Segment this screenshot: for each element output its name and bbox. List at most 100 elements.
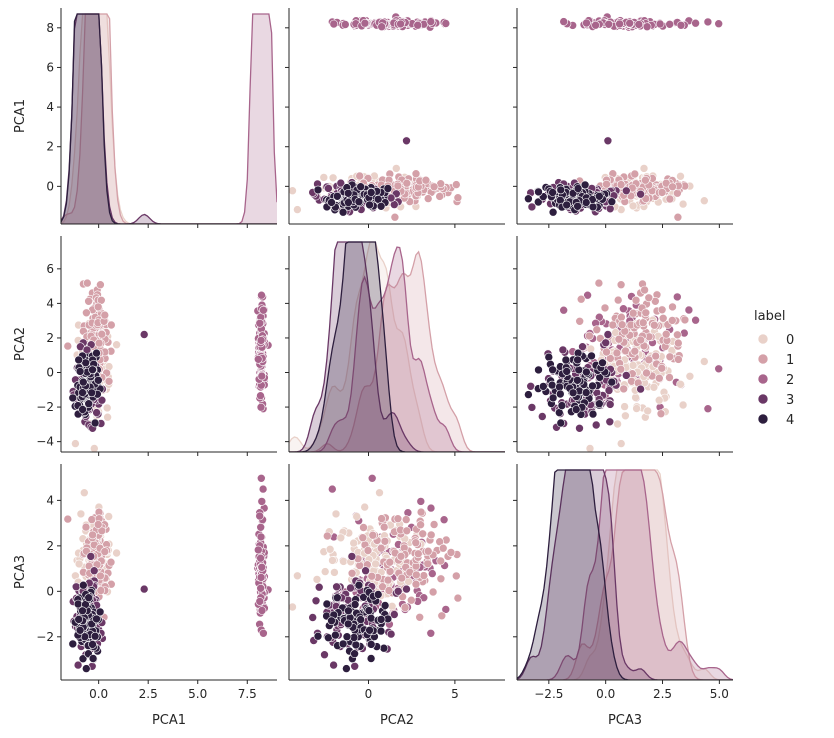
point-label-4 bbox=[332, 593, 342, 603]
point-label-1 bbox=[616, 280, 626, 290]
point-label-4 bbox=[376, 615, 386, 624]
point-label-3 bbox=[604, 386, 614, 395]
point-label-2 bbox=[259, 628, 268, 638]
point-label-1 bbox=[630, 346, 640, 356]
point-label-0 bbox=[699, 196, 709, 205]
point-label-1 bbox=[378, 582, 387, 592]
point-label-2 bbox=[583, 290, 592, 300]
point-label-2 bbox=[426, 628, 436, 638]
point-label-1 bbox=[401, 515, 411, 524]
y-tick-label: 6 bbox=[46, 262, 54, 276]
point-label-3 bbox=[311, 596, 321, 606]
point-label-0 bbox=[375, 488, 384, 498]
point-label-4 bbox=[524, 390, 533, 399]
point-label-0 bbox=[328, 556, 337, 565]
point-label-4 bbox=[534, 187, 543, 197]
point-label-4 bbox=[356, 182, 366, 191]
panel-PCA3-vs-PCA1: −2 0 2 4 0.0 2.5 5.0 7.5 bbox=[36, 464, 277, 701]
point-label-1 bbox=[585, 331, 594, 341]
x-tick-label: −2.5 bbox=[534, 687, 563, 701]
point-label-1 bbox=[630, 169, 640, 179]
point-label-1 bbox=[88, 530, 97, 540]
point-label-1 bbox=[397, 573, 407, 583]
point-label-1 bbox=[96, 280, 105, 290]
point-label-3 bbox=[97, 395, 107, 405]
point-label-4 bbox=[582, 367, 591, 377]
point-label-3 bbox=[89, 566, 99, 576]
point-label-4 bbox=[594, 399, 604, 409]
point-label-2 bbox=[703, 404, 713, 414]
point-label-1 bbox=[641, 308, 651, 318]
point-label-0 bbox=[371, 559, 380, 569]
point-label-4 bbox=[74, 355, 83, 365]
point-label-1 bbox=[435, 537, 445, 547]
point-label-4 bbox=[313, 631, 323, 641]
point-label-4 bbox=[68, 639, 78, 649]
point-label-4 bbox=[344, 198, 353, 207]
point-label-1 bbox=[413, 549, 423, 559]
legend-label-2: 2 bbox=[786, 373, 794, 388]
point-label-1 bbox=[355, 171, 365, 181]
point-label-1 bbox=[428, 587, 438, 597]
point-label-1 bbox=[423, 546, 433, 556]
point-label-1 bbox=[605, 354, 615, 363]
x-axis-title-PCA2: PCA2 bbox=[380, 713, 414, 728]
point-label-4 bbox=[588, 381, 597, 391]
legend-label-1: 1 bbox=[786, 353, 794, 368]
legend-title: label bbox=[754, 309, 785, 324]
point-label-4 bbox=[74, 615, 83, 624]
point-label-1 bbox=[93, 520, 103, 529]
point-label-1 bbox=[642, 368, 651, 378]
point-label-1 bbox=[93, 302, 103, 312]
point-label-1 bbox=[453, 193, 463, 202]
point-label-4 bbox=[350, 600, 360, 609]
point-label-0 bbox=[336, 533, 346, 543]
x-tick-label: 0.0 bbox=[89, 687, 108, 701]
point-label-1 bbox=[667, 316, 677, 325]
point-label-2 bbox=[619, 304, 628, 314]
point-label-0 bbox=[654, 395, 664, 405]
point-label-1 bbox=[415, 612, 425, 622]
point-label-4 bbox=[534, 365, 543, 375]
point-label-1 bbox=[426, 530, 436, 540]
point-label-1 bbox=[446, 548, 456, 557]
point-label-1 bbox=[411, 579, 421, 589]
point-label-4 bbox=[376, 626, 386, 636]
point-label-4 bbox=[548, 188, 557, 197]
x-tick-label: 2.5 bbox=[653, 687, 672, 701]
point-label-2 bbox=[426, 503, 436, 513]
point-label-1 bbox=[359, 523, 368, 532]
kde-fill-PCA3-label-1 bbox=[517, 470, 733, 680]
point-label-4 bbox=[338, 207, 348, 217]
point-label-3 bbox=[527, 202, 537, 212]
point-label-2 bbox=[256, 336, 266, 345]
point-label-0 bbox=[293, 571, 302, 581]
point-label-4 bbox=[68, 393, 78, 403]
panel-PCA1-vs-PCA1: 0 2 4 6 8 bbox=[46, 8, 277, 228]
point-label-2 bbox=[684, 305, 694, 315]
point-label-2 bbox=[396, 19, 405, 29]
x-tick-label: 2.5 bbox=[139, 687, 158, 701]
point-label-4 bbox=[538, 382, 548, 391]
point-label-1 bbox=[665, 352, 675, 362]
point-label-4 bbox=[338, 639, 348, 649]
point-label-4 bbox=[573, 355, 582, 365]
point-label-2 bbox=[413, 20, 423, 30]
point-label-2 bbox=[672, 292, 682, 302]
point-label-4 bbox=[524, 194, 533, 203]
point-label-2 bbox=[642, 22, 652, 32]
point-label-1 bbox=[617, 320, 627, 330]
point-label-1 bbox=[419, 571, 429, 580]
point-label-4 bbox=[94, 375, 103, 385]
point-label-3 bbox=[139, 584, 149, 594]
point-label-2 bbox=[691, 315, 700, 325]
point-label-4 bbox=[327, 616, 336, 626]
point-label-4 bbox=[342, 632, 352, 642]
point-label-1 bbox=[674, 355, 683, 364]
point-label-4 bbox=[366, 654, 376, 663]
y-tick-label: 2 bbox=[46, 140, 54, 154]
legend-label-0: 0 bbox=[786, 333, 794, 348]
point-label-3 bbox=[393, 586, 403, 596]
point-label-3 bbox=[575, 423, 584, 433]
point-label-1 bbox=[631, 295, 641, 305]
